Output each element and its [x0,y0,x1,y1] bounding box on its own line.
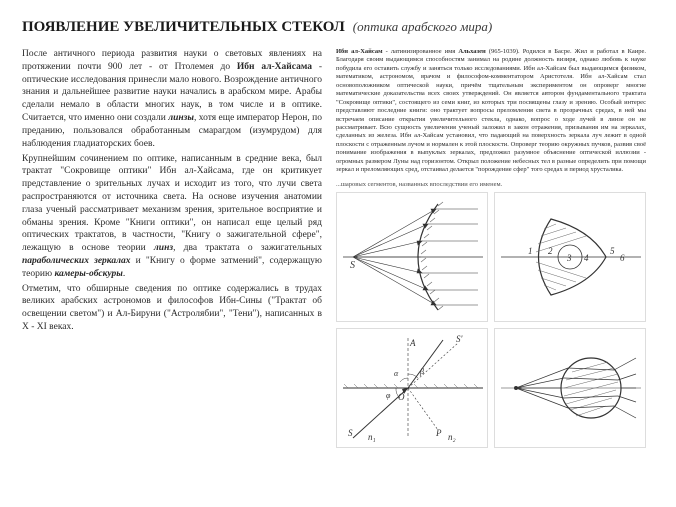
paragraph-1: После античного периода развития науки о… [22,48,322,151]
term-lenses: линзы [168,113,194,123]
svg-text:3: 3 [566,253,572,263]
header: ПОЯВЛЕНИЕ УВЕЛИЧИТЕЛЬНЫХ СТЕКОЛ (оптика … [22,18,654,36]
svg-text:S': S' [456,334,464,344]
text: Крупнейшим сочинением по оптике, написан… [22,154,322,254]
mirror-svg: S [338,194,486,320]
term-camera: камеры-обскуры [54,269,122,279]
page-subtitle: (оптика арабского мира) [353,19,492,34]
bio-name: Ибн ал-Хайсам [336,48,383,55]
svg-text:2: 2 [548,246,553,256]
main-content: После античного периода развития науки о… [22,48,654,448]
svg-text:S: S [348,428,353,438]
svg-text:6: 6 [620,253,625,263]
diagram-lens-segments: 1 2 3 4 5 6 [494,192,646,322]
svg-text:O: O [398,392,405,402]
right-column: Ибн ал-Хайсам - латинизированное имя Аль… [336,48,646,448]
page-title: ПОЯВЛЕНИЕ УВЕЛИЧИТЕЛЬНЫХ СТЕКОЛ [22,19,345,35]
svg-text:φ: φ [386,391,391,400]
svg-text:α: α [394,369,399,378]
text: (965-1039). Родился в Басре. Жил и работ… [336,48,646,173]
term-parabolic: параболических зеркалах [22,256,130,266]
paragraph-3: Отметим, что обширные сведения по оптике… [22,283,322,334]
sphere-svg [496,330,644,446]
label-s: S [350,260,355,271]
bio-latin: Альхазен [458,48,485,55]
svg-text:A: A [409,338,416,348]
diagram-sphere-rays [494,328,646,448]
refraction-svg: A S S' O P α β φ n₁ n₂ [338,330,486,446]
biography: Ибн ал-Хайсам - латинизированное имя Аль… [336,48,646,175]
term-lenses: линз [154,243,173,253]
svg-text:n₁: n₁ [368,432,376,442]
name-haytham: Ибн ал-Хайсама [237,62,312,72]
lens-svg: 1 2 3 4 5 6 [496,194,644,320]
diagram-grid: S 1 [336,192,646,448]
paragraph-2: Крупнейшим сочинением по оптике, написан… [22,153,322,281]
svg-text:1: 1 [528,246,533,256]
svg-text:β: β [419,367,424,376]
text: , два трактата о зажигательных [173,243,322,253]
svg-text:5: 5 [610,246,615,256]
svg-text:P: P [435,428,442,438]
text: - латинизированное имя [383,48,459,55]
diagram-caption: ...шаровых сегментов, названных впоследс… [336,181,646,188]
svg-text:4: 4 [584,253,589,263]
diagram-parabolic-mirror: S [336,192,488,322]
diagram-refraction: A S S' O P α β φ n₁ n₂ [336,328,488,448]
text: . [123,269,125,279]
left-column: После античного периода развития науки о… [22,48,322,448]
svg-text:n₂: n₂ [448,432,456,442]
